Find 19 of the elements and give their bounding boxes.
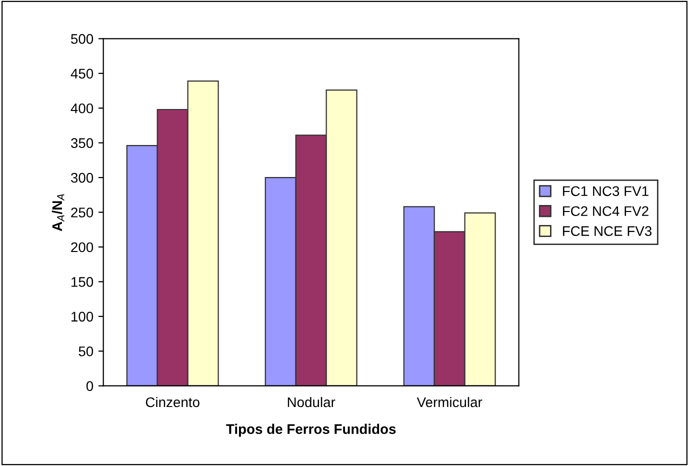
y-tick-label: 450	[70, 68, 94, 79]
x-axis-title: Tipos de Ferros Fundidos	[226, 424, 396, 437]
y-tick-label: 100	[72, 312, 94, 322]
y-tick-label: 400	[70, 103, 94, 114]
y-axis-title: A$_{A}$/N$_{A}$	[52, 194, 64, 232]
legend-label: FC1 NC3 FV1	[562, 186, 648, 196]
y-tick-label: 300	[70, 172, 94, 183]
x-tick-label: Vermicular	[416, 396, 482, 408]
y-tick-label: 200	[71, 242, 94, 252]
y-tick-label: 50	[78, 346, 94, 356]
legend-label: FCE NCE FV3	[562, 226, 652, 236]
legend-label: FC2 NC4 FV2	[562, 206, 648, 216]
y-tick-label: 500	[71, 34, 94, 44]
y-tick-label: 250	[71, 208, 94, 218]
y-tick-label: 0	[86, 381, 94, 392]
x-tick-label: Cinzento	[146, 396, 200, 408]
x-tick-label: Nodular	[288, 396, 336, 408]
y-tick-label: 150	[72, 277, 94, 287]
y-tick-label: 350	[70, 138, 94, 148]
